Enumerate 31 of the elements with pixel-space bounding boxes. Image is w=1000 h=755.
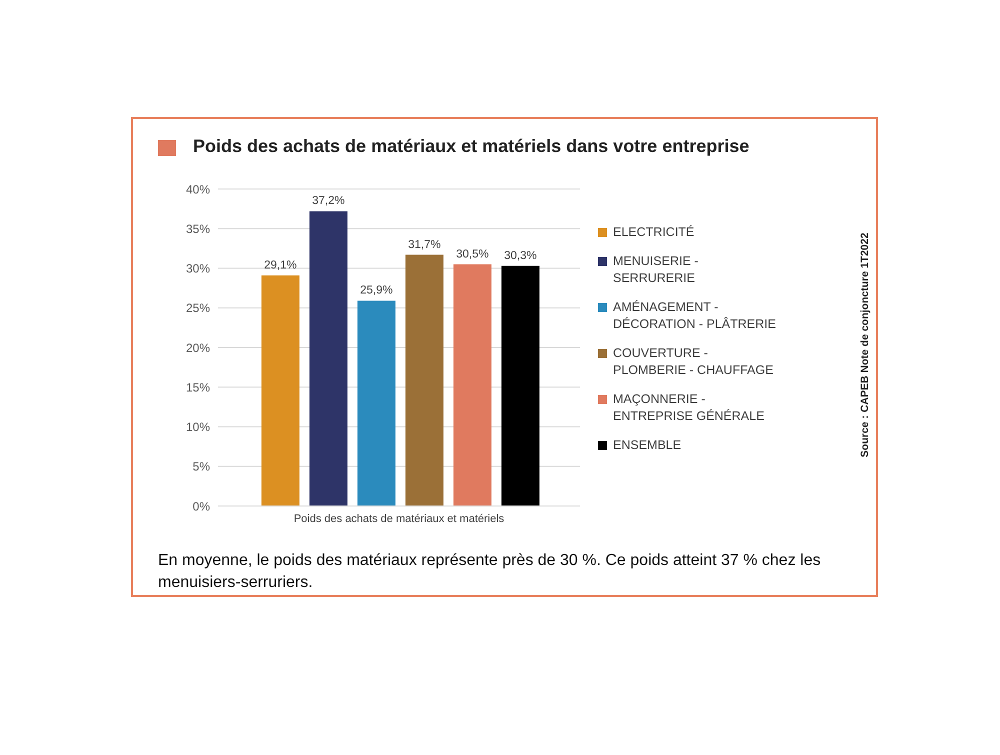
data-label: 37,2% [312,195,345,208]
bar [309,211,348,506]
bar [357,300,396,506]
text: En moyenne, le poids des matériaux représente près de 30 %. Ce poids atteint 37 % chez les menuisiers-serruriers. [158,551,822,593]
legend-label: AMÉNAGEMENT - DÉCORATION - PLÂTRERIE [613,299,777,333]
data-label: 30,5% [456,248,489,260]
legend-label: ELECTRICITÉ [613,224,694,241]
bar [405,254,444,506]
x-tick-label: Poids des achats de matériaux et matériels [294,512,505,525]
data-label: 25,9% [360,284,393,297]
legend-label: ENSEMBLE [613,437,682,454]
y-tick-label: 35% [186,222,210,236]
legend-label: COUVERTURE - PLOMBERIE - CHAUFFAGE [613,345,774,379]
data-label: 31,7% [408,238,441,251]
y-tick-label: 20% [186,340,210,355]
legend-label: MENUISERIE - SERRURERIE [613,253,700,287]
bar [261,275,300,506]
y-tick-label: 15% [186,380,210,394]
y-tick-label: 10% [186,420,210,434]
bar [453,264,492,506]
source-note: Source : CAPEB Note de conjoncture 1T2022 [859,232,871,458]
chart-title: Poids des achats de matériaux et matériels dans votre entreprise [193,136,750,157]
data-label: 29,1% [264,259,297,272]
y-tick-label: 30% [186,262,210,276]
data-label: 30,3% [504,250,537,262]
y-tick-label: 5% [192,460,210,474]
y-tick-label: 25% [186,301,210,316]
y-tick-label: 40% [186,182,210,196]
legend-label: MAÇONNERIE - ENTREPRISE GÉNÉRALE [613,391,766,425]
bar [501,266,540,506]
y-tick-label: 0% [192,499,210,514]
